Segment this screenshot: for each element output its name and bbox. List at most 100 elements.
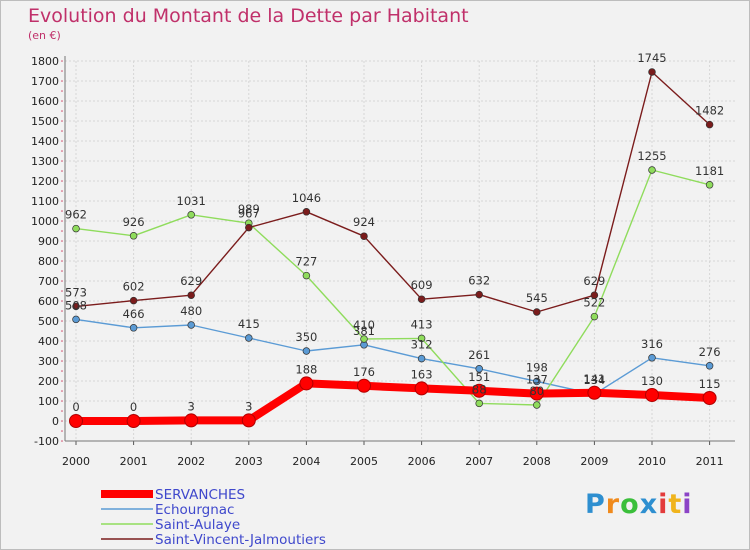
y-minor-tick: [61, 380, 63, 382]
y-minor-tick: [61, 320, 63, 322]
legend-label-servanches: SERVANCHES: [155, 487, 245, 503]
y-tick-600: 600: [38, 295, 59, 308]
y-minor-tick: [61, 340, 63, 342]
x-tick-2004: 2004: [292, 455, 320, 468]
point-servanches-2001: [126, 414, 141, 428]
series-line-echourgnac: [75, 318, 711, 395]
label-saint-aulaye-2009: 522: [583, 296, 605, 310]
point-echourgnac-2011: [705, 362, 714, 370]
series-group: [69, 68, 717, 428]
label-saint-vincent-jalmoutiers-2002: 629: [180, 274, 202, 288]
label-saint-vincent-jalmoutiers-2003: 967: [238, 207, 260, 221]
series-line-servanches: [72, 379, 714, 425]
label-saint-aulaye-2002: 1031: [177, 194, 206, 208]
point-saint-vincent-jalmoutiers-2000: [72, 302, 80, 311]
legend-label-saint-vincent-jalmoutiers: Saint-Vincent-Jalmoutiers: [155, 532, 326, 548]
y-minor-tick: [61, 420, 63, 422]
y-minor-tick: [61, 210, 63, 212]
label-saint-vincent-jalmoutiers-2000: 573: [65, 285, 87, 299]
x-tick-2000: 2000: [62, 455, 90, 468]
label-saint-aulaye-2011: 1181: [695, 164, 724, 178]
y-minor-tick: [61, 170, 63, 172]
y-minor-tick: [61, 300, 63, 302]
point-saint-vincent-jalmoutiers-2011: [705, 120, 714, 129]
point-saint-aulaye-2009: [590, 312, 599, 321]
y-tick-1300: 1300: [31, 155, 59, 168]
point-saint-vincent-jalmoutiers-2004: [302, 208, 311, 216]
point-saint-vincent-jalmoutiers-2009: [590, 291, 599, 299]
label-saint-vincent-jalmoutiers-2009: 629: [583, 274, 605, 288]
y-minor-tick: [61, 230, 63, 232]
legend-label-saint-aulaye: Saint-Aulaye: [155, 517, 240, 533]
label-echourgnac-2000: 508: [65, 298, 87, 312]
label-servanches-2011: 115: [699, 377, 721, 391]
label-saint-vincent-jalmoutiers-2011: 1482: [695, 104, 724, 118]
point-servanches-2002: [184, 413, 199, 428]
y-minor-tick: [61, 290, 63, 292]
label-echourgnac-2009: 134: [583, 373, 605, 387]
logo-letter: t: [668, 489, 683, 520]
y-minor-tick: [61, 70, 63, 72]
y-minor-tick: [61, 160, 63, 162]
point-servanches-2010: [645, 388, 659, 402]
legend-label-echourgnac: Echourgnac: [155, 502, 234, 518]
y-minor-tick: [61, 350, 63, 352]
label-saint-aulaye-2007: 88: [472, 382, 487, 396]
y-minor-tick: [61, 150, 63, 152]
y-tick-labels: -100 0 100 200 300 400 500 600 700 800 900 1000 1100…: [31, 55, 59, 448]
series-line-saint-aulaye: [75, 169, 711, 406]
y-minor-tick: [61, 250, 63, 252]
y-tick-1000: 1000: [31, 215, 59, 228]
y-minor-tick: [61, 360, 63, 362]
label-saint-aulaye-2000: 962: [65, 208, 87, 222]
label-servanches-2007: 151: [468, 370, 490, 384]
y-tick-1500: 1500: [31, 115, 59, 128]
label-echourgnac-2010: 316: [641, 337, 663, 351]
label-saint-aulaye-2001: 926: [123, 215, 145, 229]
legend: SERVANCHESEchourgnacSaint-AulayeSaint-Vi…: [101, 487, 326, 548]
axes: [61, 56, 735, 445]
y-minor-tick: [61, 240, 63, 242]
logo-letter: x: [639, 489, 659, 520]
label-echourgnac-2005: 381: [353, 324, 375, 338]
y-tick-800: 800: [38, 255, 59, 268]
point-servanches-2003: [241, 413, 256, 428]
label-servanches-2002: 3: [188, 399, 195, 413]
point-saint-vincent-jalmoutiers-2010: [648, 68, 656, 76]
y-minor-tick: [61, 110, 63, 112]
y-minor-tick: [61, 90, 63, 92]
point-echourgnac-2006: [417, 354, 426, 363]
proxiti-logo: Proxiti: [585, 489, 693, 520]
point-echourgnac-2003: [245, 334, 253, 342]
point-saint-aulaye-2001: [129, 232, 138, 240]
logo-letter: r: [605, 489, 621, 520]
x-tick-2011: 2011: [696, 455, 724, 468]
label-saint-aulaye-2006: 413: [411, 317, 433, 331]
y-minor-tick: [61, 140, 63, 142]
y-minor-tick: [61, 280, 63, 282]
x-tick-2009: 2009: [580, 455, 608, 468]
y-tick-500: 500: [38, 315, 59, 328]
y-minor-tick: [61, 220, 63, 222]
point-saint-vincent-jalmoutiers-2008: [533, 308, 541, 316]
y-tick-100: 100: [38, 395, 59, 408]
data-labels: 508 466 480 415 350 381 312 261 198 134 316 276 962 9…: [65, 51, 724, 414]
label-saint-vincent-jalmoutiers-2008: 545: [526, 291, 548, 305]
point-saint-vincent-jalmoutiers-2006: [417, 295, 426, 303]
label-echourgnac-2001: 466: [123, 307, 145, 321]
label-saint-aulaye-2003: 989: [238, 202, 260, 216]
x-tick-2001: 2001: [120, 455, 148, 468]
logo-letter: P: [585, 489, 606, 520]
label-saint-aulaye-2008: 80: [529, 384, 544, 398]
label-saint-vincent-jalmoutiers-2004: 1046: [292, 191, 321, 205]
x-tick-2006: 2006: [408, 455, 436, 468]
point-saint-aulaye-2005: [360, 335, 368, 343]
point-servanches-2007: [472, 383, 487, 398]
label-saint-vincent-jalmoutiers-2006: 609: [411, 278, 433, 292]
point-echourgnac-2002: [187, 321, 195, 329]
grid-lines: [65, 60, 735, 442]
label-servanches-2010: 130: [641, 374, 663, 388]
y-tick-1200: 1200: [31, 175, 59, 188]
y-tick-900: 900: [38, 235, 59, 248]
